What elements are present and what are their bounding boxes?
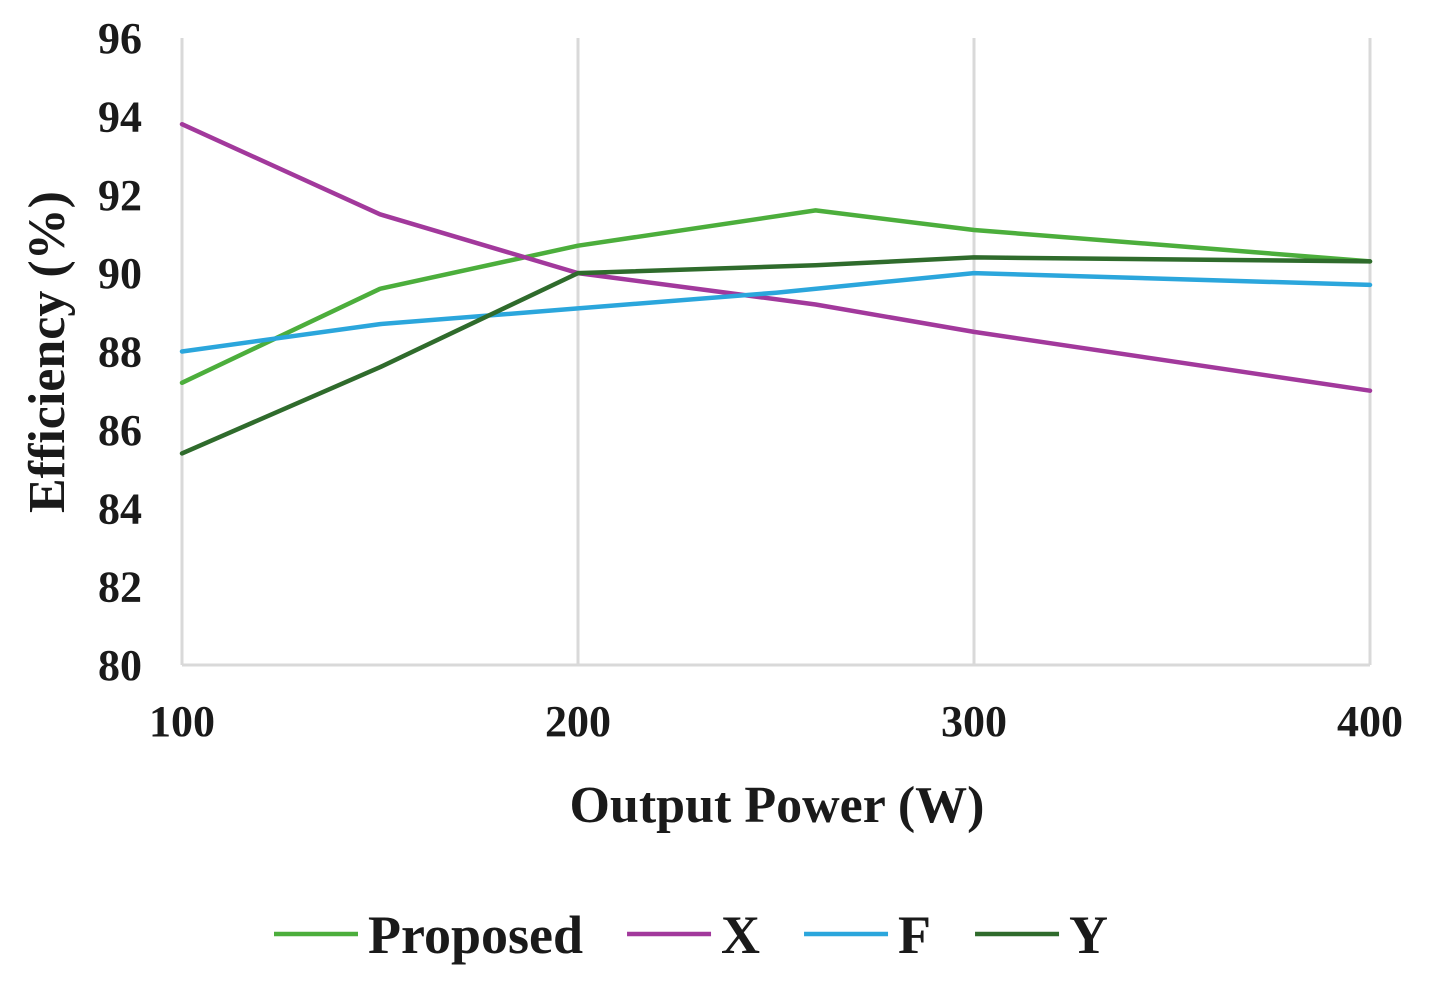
- y-tick-label-86: 86: [98, 406, 142, 455]
- y-tick-label-82: 82: [98, 563, 142, 612]
- series-line-x: [179, 121, 1373, 393]
- series-line-proposed: [179, 208, 1373, 386]
- legend-label-f: F: [898, 905, 931, 965]
- legend-label-proposed: Proposed: [368, 905, 583, 965]
- y-axis-title: Efficiency (%): [19, 191, 76, 513]
- y-tick-label-84: 84: [98, 484, 142, 533]
- x-tick-label-200: 200: [545, 697, 611, 746]
- y-tick-label-90: 90: [98, 249, 142, 298]
- y-tick-label-92: 92: [98, 171, 142, 220]
- legend-label-x: X: [721, 905, 760, 965]
- y-tick-label-80: 80: [98, 641, 142, 690]
- y-tick-labels: 80 82 84 86 88 90 92 94 96: [98, 14, 142, 690]
- axes: [180, 38, 1370, 667]
- x-tick-labels: 100 200 300 400: [149, 697, 1403, 746]
- y-tick-label-88: 88: [98, 328, 142, 377]
- legend-label-y: Y: [1069, 905, 1108, 965]
- legend: Proposed X F Y: [274, 905, 1108, 965]
- x-axis-title: Output Power (W): [569, 777, 984, 834]
- y-tick-label-94: 94: [98, 92, 142, 141]
- y-tick-label-96: 96: [98, 14, 142, 63]
- x-tick-label-300: 300: [941, 697, 1007, 746]
- x-tick-label-100: 100: [149, 697, 215, 746]
- series-lines: [179, 121, 1373, 456]
- grid: [180, 38, 1372, 665]
- x-tick-label-400: 400: [1337, 697, 1403, 746]
- series-line-f: [179, 270, 1373, 354]
- series-line-y: [179, 255, 1373, 456]
